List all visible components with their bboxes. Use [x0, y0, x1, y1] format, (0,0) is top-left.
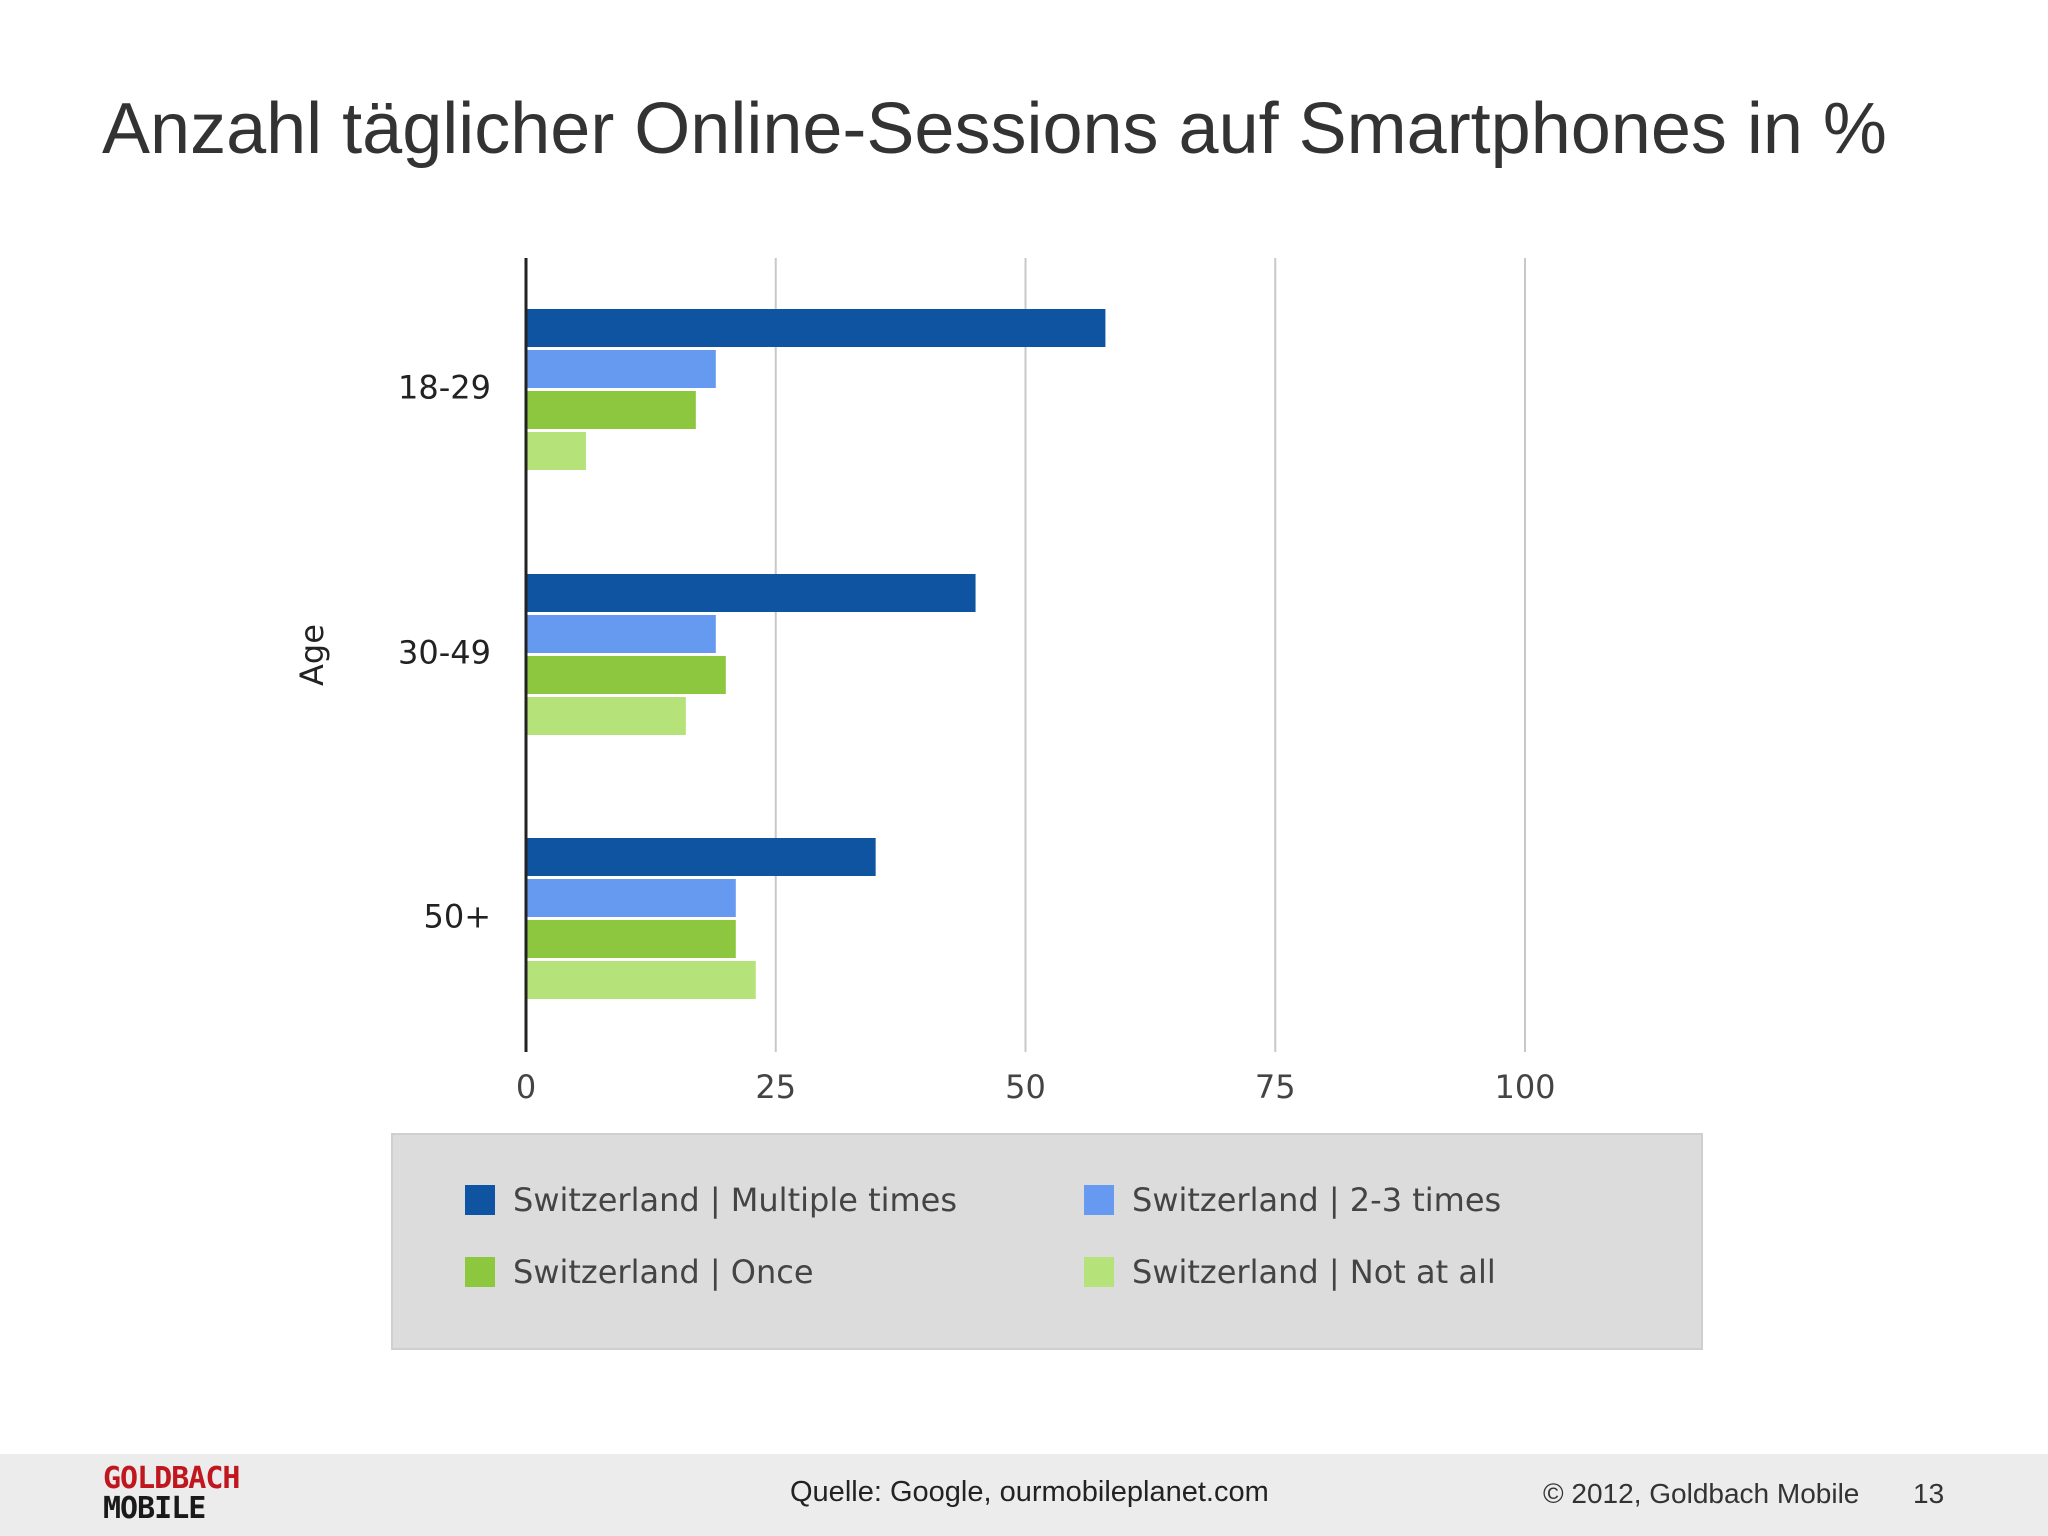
legend-item-2-3-times: Switzerland | 2-3 times — [1084, 1181, 1501, 1219]
logo-line2: MOBILE — [103, 1491, 206, 1526]
x-tick-label: 50 — [1005, 1068, 1046, 1106]
bar — [526, 879, 736, 917]
bar — [526, 391, 696, 429]
slide-title: Anzahl täglicher Online-Sessions auf Sma… — [102, 89, 1887, 169]
category-label: 50+ — [423, 898, 491, 936]
bar — [526, 350, 716, 388]
bar — [526, 920, 736, 958]
category-label: 18-29 — [398, 369, 491, 407]
bar — [526, 656, 726, 694]
legend-item-multiple-times: Switzerland | Multiple times — [465, 1181, 957, 1219]
legend-swatch — [1084, 1185, 1114, 1215]
chart-legend: Switzerland | Multiple times Switzerland… — [391, 1133, 1703, 1350]
copyright-note: © 2012, Goldbach Mobile — [1543, 1478, 1860, 1509]
x-tick-label: 0 — [516, 1068, 536, 1106]
logo-line1: GOLDBACH — [103, 1461, 240, 1496]
legend-swatch — [465, 1185, 495, 1215]
y-axis-title: Age — [293, 624, 331, 686]
legend-label: Switzerland | Not at all — [1132, 1253, 1496, 1291]
legend-item-once: Switzerland | Once — [465, 1253, 814, 1291]
x-tick-label: 75 — [1255, 1068, 1296, 1106]
bar — [526, 697, 686, 735]
legend-swatch — [1084, 1257, 1114, 1287]
bar-chart: 18-29 30-49 50+ 0 25 50 75 100 Age — [293, 258, 1556, 1106]
x-tick-label: 100 — [1494, 1068, 1555, 1106]
goldbach-mobile-logo: GOLDBACH MOBILE — [103, 1464, 240, 1524]
bar — [526, 838, 876, 876]
legend-swatch — [465, 1257, 495, 1287]
bar — [526, 309, 1106, 347]
legend-item-not-at-all: Switzerland | Not at all — [1084, 1253, 1496, 1291]
bar — [526, 961, 756, 999]
bar — [526, 574, 976, 612]
legend-label: Switzerland | 2-3 times — [1132, 1181, 1502, 1219]
footer: GOLDBACH MOBILE Quelle: Google, ourmobil… — [0, 1454, 2048, 1536]
page-number: 13 — [1913, 1478, 1945, 1509]
bar — [526, 615, 716, 653]
legend-label: Switzerland | Once — [513, 1253, 814, 1291]
legend-label: Switzerland | Multiple times — [513, 1181, 958, 1219]
source-note: Quelle: Google, ourmobileplanet.com — [790, 1476, 1269, 1508]
bar — [526, 432, 586, 470]
x-tick-label: 25 — [755, 1068, 796, 1106]
category-label: 30-49 — [398, 634, 491, 672]
